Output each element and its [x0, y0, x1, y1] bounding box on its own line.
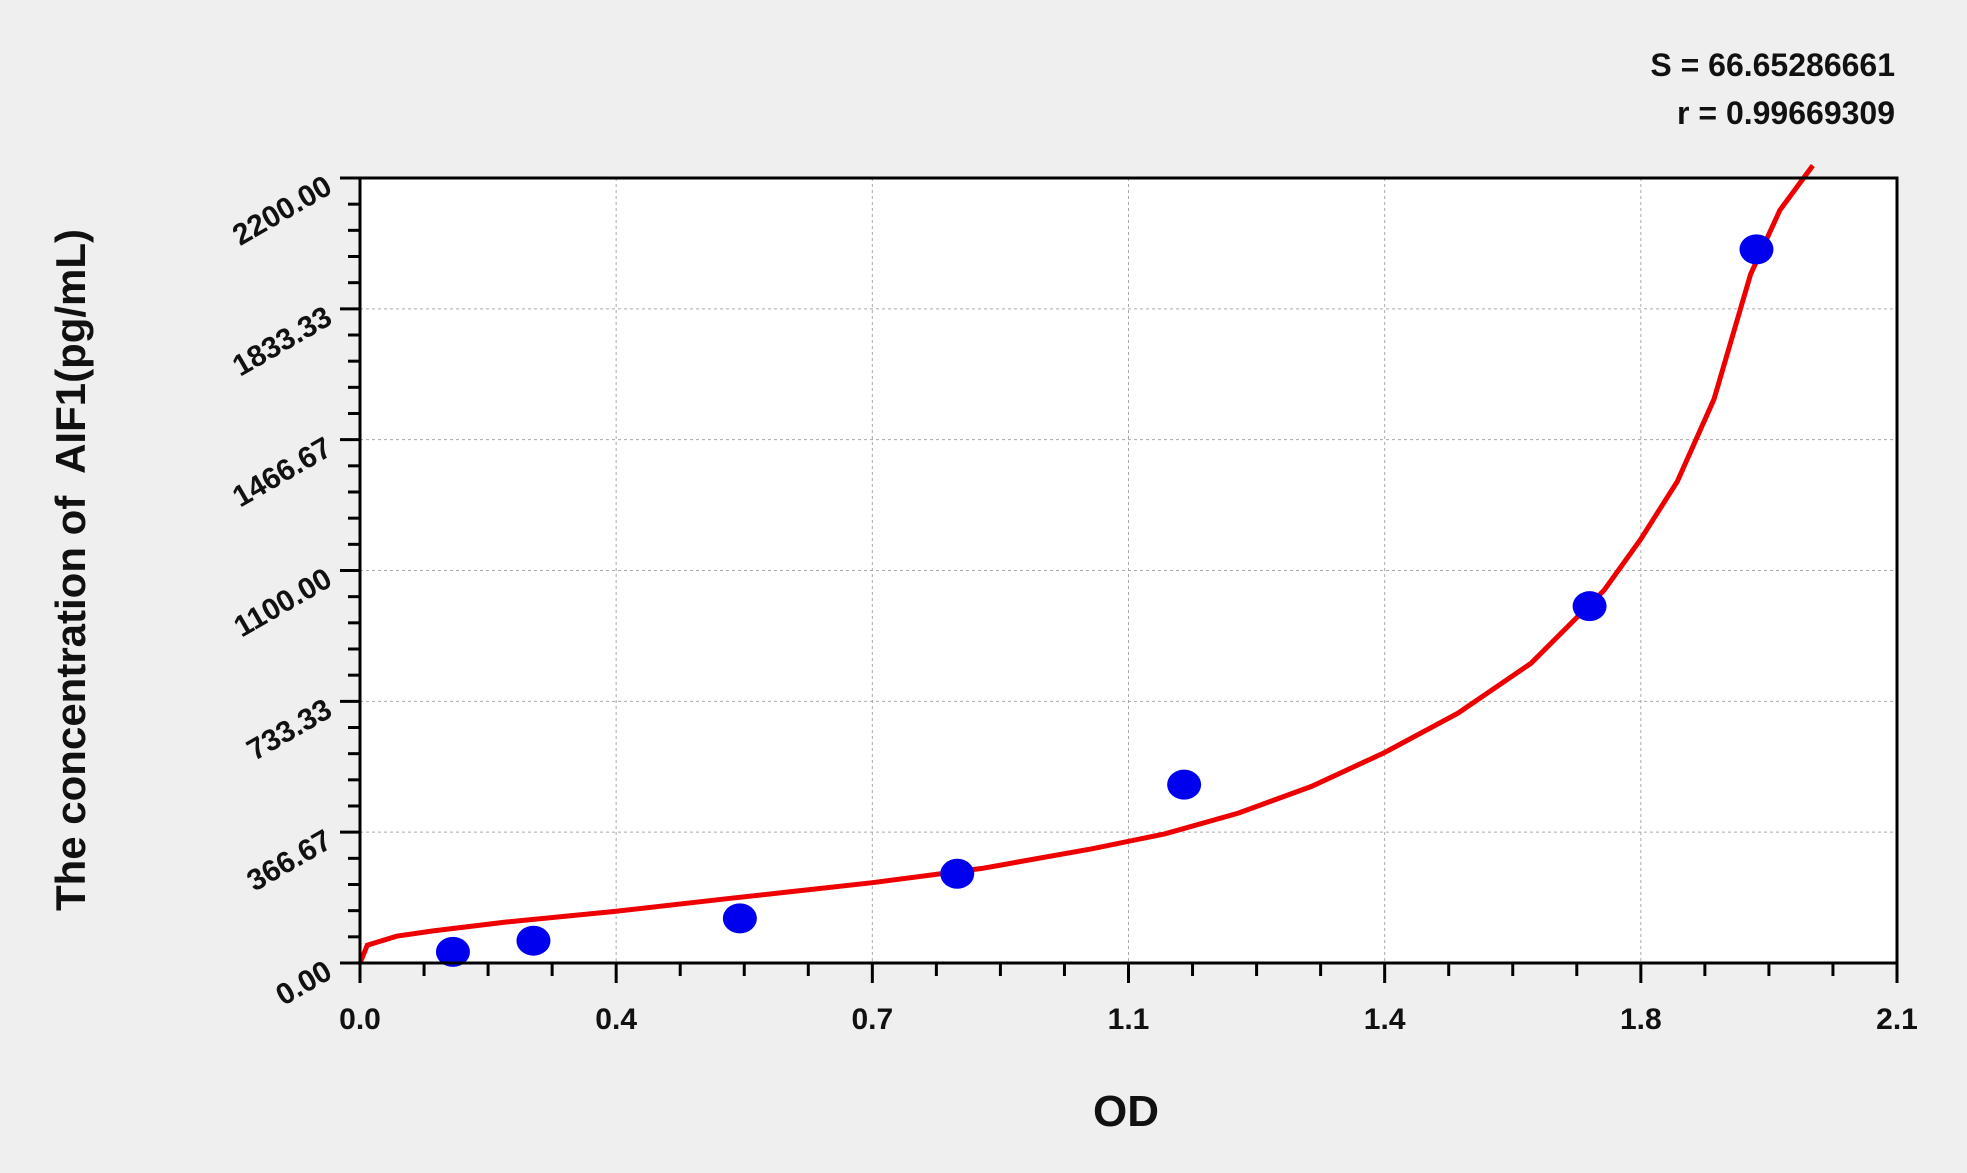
data-point	[940, 858, 975, 889]
data-point	[1739, 234, 1774, 265]
x-tick-label: 2.1	[1876, 1003, 1918, 1036]
x-tick-label: 1.8	[1620, 1003, 1662, 1036]
annotation-r: r = 0.99669309	[1677, 95, 1895, 131]
y-tick-label: 1833.33	[227, 300, 337, 383]
y-tick-labels: 0.00 366.67 733.33 1100.00 1466.67 1833.33 220…	[227, 169, 337, 1012]
x-tick-labels: 0.0 0.4 0.7 1.1 1.4 1.8 2.1	[339, 1003, 1918, 1036]
x-tick-label: 0.0	[339, 1003, 381, 1036]
x-tick-label: 0.4	[595, 1003, 637, 1036]
y-tick-label: 0.00	[270, 954, 337, 1012]
x-tick-label: 0.7	[851, 1003, 893, 1036]
data-point	[1167, 769, 1202, 800]
data-point	[722, 903, 757, 934]
y-tick-label: 1466.67	[227, 431, 337, 514]
data-point	[435, 936, 470, 967]
axis-ticks	[340, 176, 1899, 983]
y-tick-label: 2200.00	[227, 169, 337, 252]
x-tick-label: 1.4	[1364, 1003, 1406, 1036]
grid-lines	[360, 178, 1897, 963]
data-point	[1572, 591, 1607, 622]
data-points	[435, 234, 1774, 967]
y-tick-label: 733.33	[242, 693, 338, 767]
y-axis-title: The concentration of AIF1(pg/mL)	[47, 229, 94, 911]
x-tick-label: 1.1	[1108, 1003, 1150, 1036]
fit-curve	[360, 164, 1815, 963]
plot-frame	[358, 176, 1899, 965]
y-tick-label: 1100.00	[229, 562, 338, 644]
y-tick-label: 366.67	[242, 824, 338, 898]
x-axis-title: OD	[1093, 1087, 1159, 1136]
data-point	[516, 925, 551, 956]
annotation-s: S = 66.65286661	[1650, 47, 1895, 83]
